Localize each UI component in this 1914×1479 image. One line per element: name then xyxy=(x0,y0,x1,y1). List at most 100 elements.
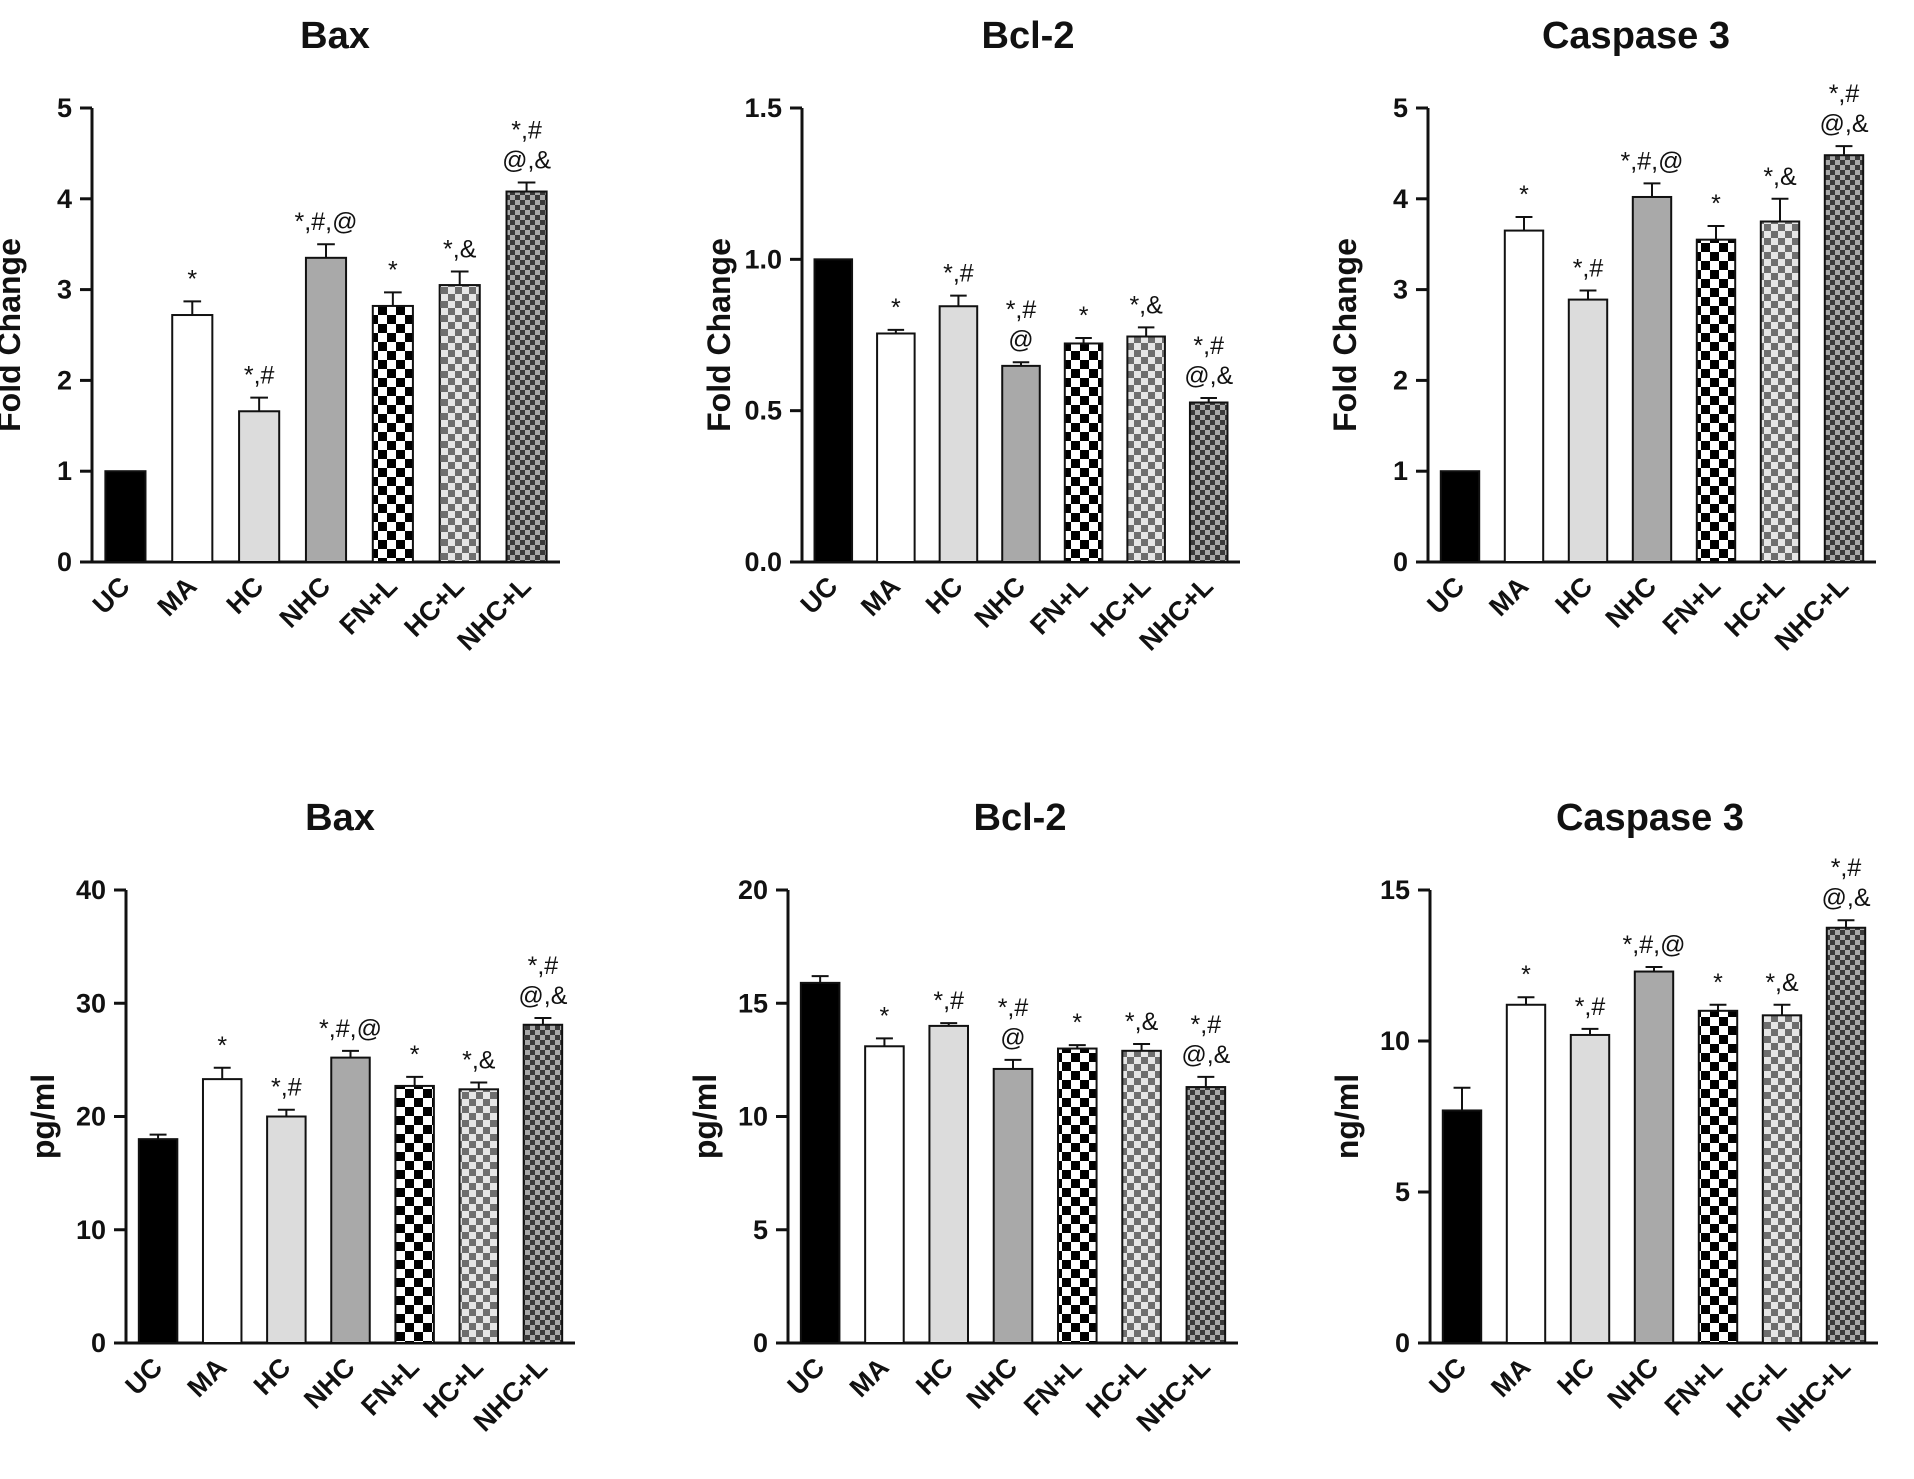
bar-hc xyxy=(1567,298,1609,563)
x-tick-label-nhc: NHC xyxy=(1600,571,1663,634)
bar-fn-l xyxy=(394,1084,435,1344)
x-tick-label-nhc: NHC xyxy=(961,1352,1024,1415)
significance-label: *,# xyxy=(1573,255,1604,283)
y-tick-label: 1.0 xyxy=(744,244,782,274)
bar-hc-l xyxy=(1761,1014,1803,1345)
x-tick-label-uc: UC xyxy=(120,1352,169,1401)
y-tick-label: 0 xyxy=(57,547,72,577)
significance-label: @,& xyxy=(1184,362,1233,390)
y-tick-label: 15 xyxy=(1380,875,1410,905)
significance-label: *,& xyxy=(1129,291,1163,319)
significance-label: *,# xyxy=(271,1074,302,1102)
significance-label: @,& xyxy=(518,982,567,1010)
panel-ngml-caspase3: Caspase 3 ng/ml 0 5 10 15 UC * MA *,# HC *,#,@ NHC * F… xyxy=(1329,797,1878,1437)
significance-label: @,& xyxy=(1181,1041,1230,1069)
y-axis-label: ng/ml xyxy=(1329,1074,1365,1159)
y-tick-label: 30 xyxy=(76,988,106,1018)
significance-label: *,#,@ xyxy=(319,1015,382,1043)
significance-label: *,& xyxy=(443,235,477,263)
bar-nhc-l xyxy=(1825,926,1867,1344)
significance-label: * xyxy=(1521,961,1531,989)
significance-label: *,# xyxy=(244,362,275,390)
significance-label: *,# xyxy=(1006,296,1037,324)
bar-nhc-l xyxy=(1823,154,1865,563)
x-tick-label-ma: MA xyxy=(1483,571,1534,622)
y-tick-label: 40 xyxy=(76,875,106,905)
bar-hc-l xyxy=(1126,335,1166,563)
bar-hc-l xyxy=(1759,220,1801,563)
panel-pgml-bcl2: Bcl-2pg/ml05101520UC*MA*,#HC*,#@NHC*FN+L… xyxy=(687,797,1238,1437)
y-tick-label: 4 xyxy=(57,184,72,214)
x-tick-label-uc: UC xyxy=(1423,1352,1472,1401)
bar-nhc xyxy=(1631,195,1673,563)
bar-uc xyxy=(1441,1109,1483,1344)
bar-nhc-l xyxy=(1188,401,1229,563)
x-tick-label-hc: HC xyxy=(248,1352,297,1401)
significance-label: *,# xyxy=(1829,80,1860,108)
significance-label: * xyxy=(187,265,197,293)
y-tick-label: 3 xyxy=(57,275,72,305)
x-tick-label-uc: UC xyxy=(87,571,136,620)
y-tick-label: 0.0 xyxy=(744,547,782,577)
bar-hc-l xyxy=(438,284,481,563)
x-tick-label-uc: UC xyxy=(795,571,844,620)
significance-label: * xyxy=(217,1032,227,1060)
x-tick-label-nhc: NHC xyxy=(1602,1352,1665,1415)
y-tick-label: 5 xyxy=(57,93,72,123)
y-tick-label: 4 xyxy=(1393,184,1408,214)
x-tick-label-hc: HC xyxy=(920,571,969,620)
chart-title: Bcl-2 xyxy=(974,797,1067,839)
significance-label: @ xyxy=(1008,326,1033,354)
significance-label: @ xyxy=(1000,1024,1025,1052)
bar-hc-l xyxy=(1121,1049,1162,1344)
y-axis-label: pg/ml xyxy=(687,1074,723,1159)
y-tick-label: 0.5 xyxy=(744,396,782,426)
y-tick-label: 20 xyxy=(76,1102,106,1132)
x-tick-label-uc: UC xyxy=(1421,571,1470,620)
x-tick-label-ma: MA xyxy=(152,571,203,622)
significance-label: @,& xyxy=(1822,884,1871,912)
chart-title: Bax xyxy=(305,797,375,839)
bar-uc xyxy=(813,258,854,563)
y-tick-label: 0 xyxy=(753,1328,768,1358)
significance-label: *,& xyxy=(1765,969,1799,997)
x-tick-label-ma: MA xyxy=(182,1352,233,1403)
bar-nhc xyxy=(1001,364,1041,564)
bar-hc-l xyxy=(458,1088,500,1344)
bar-uc xyxy=(1439,470,1481,564)
significance-label: *,# xyxy=(1831,854,1862,882)
x-tick-label-fn-l: FN+L xyxy=(355,1352,424,1421)
y-tick-label: 20 xyxy=(738,875,768,905)
y-axis-label: Fold Change xyxy=(1327,238,1363,432)
bar-uc xyxy=(104,470,147,564)
bar-fn-l xyxy=(1063,342,1104,563)
x-tick-label-fn-l: FN+L xyxy=(1657,571,1726,640)
significance-label: *,# xyxy=(528,952,559,980)
bar-nhc-l xyxy=(505,190,548,563)
bar-ma xyxy=(1505,1003,1547,1344)
y-tick-label: 2 xyxy=(1393,365,1408,395)
y-tick-label: 1 xyxy=(57,456,72,486)
significance-label: *,& xyxy=(1125,1008,1159,1036)
bar-nhc xyxy=(992,1067,1034,1345)
bar-ma xyxy=(201,1078,243,1344)
significance-label: @,& xyxy=(502,146,551,174)
x-tick-label-nhc: NHC xyxy=(969,571,1032,634)
chart-title: Bax xyxy=(300,15,370,57)
significance-label: * xyxy=(388,256,398,284)
significance-label: @,& xyxy=(1820,110,1869,138)
bar-fn-l xyxy=(1695,238,1737,563)
panel-pgml-bax: Bax pg/ml 0 10 20 30 40 UC * MA *,# HC *,#,@ NHC * FN+L… xyxy=(25,797,575,1437)
bar-hc xyxy=(266,1115,307,1344)
bar-fn-l xyxy=(1057,1047,1098,1345)
significance-label: *,#,@ xyxy=(1623,931,1686,959)
significance-label: *,#,@ xyxy=(1621,147,1684,175)
x-tick-label-uc: UC xyxy=(782,1352,831,1401)
bar-ma xyxy=(171,314,214,563)
significance-label: * xyxy=(1519,181,1529,209)
significance-label: *,# xyxy=(1191,1011,1222,1039)
y-axis-label: pg/ml xyxy=(25,1074,61,1159)
y-tick-label: 1.5 xyxy=(744,93,782,123)
y-tick-label: 5 xyxy=(1395,1177,1410,1207)
